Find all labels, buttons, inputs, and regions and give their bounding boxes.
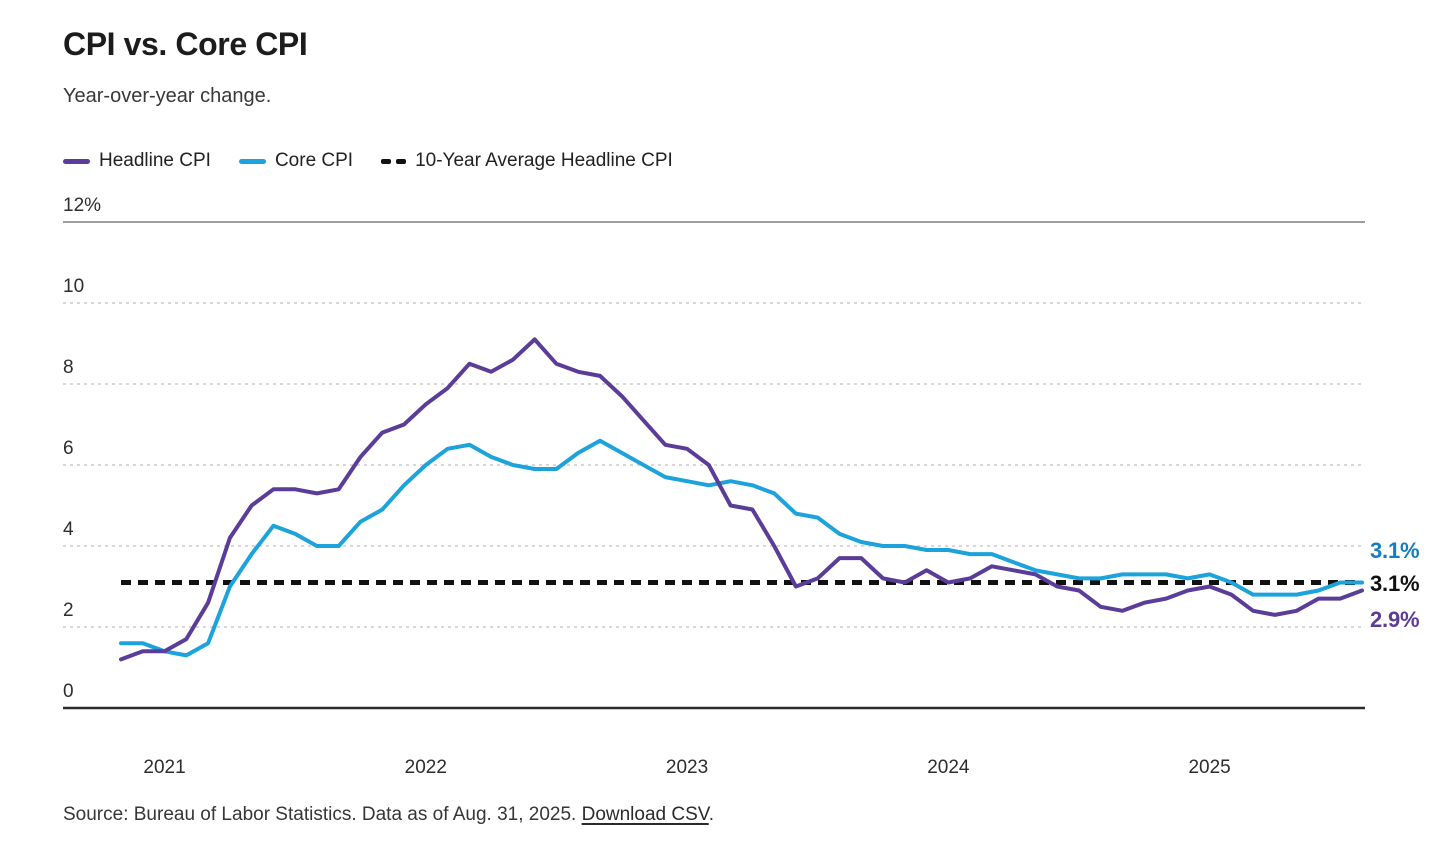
source-note: Source: Bureau of Labor Statistics. Data… (63, 804, 714, 826)
chart-subtitle: Year-over-year change. (63, 85, 272, 107)
legend-item-core-cpi: Core CPI (238, 150, 354, 172)
end-label-core: 3.1% (1370, 538, 1420, 563)
core-line-swatch-icon (238, 158, 266, 164)
x-axis-label: 2024 (927, 757, 970, 778)
y-axis-label: 12% (63, 195, 102, 216)
x-axis-label: 2022 (404, 757, 447, 778)
legend-item-10yr-average: 10-Year Average Headline CPI (381, 150, 673, 172)
source-text: Source: Bureau of Labor Statistics. Data… (63, 804, 582, 825)
end-label-headline: 2.9% (1370, 607, 1420, 632)
y-axis-label: 0 (63, 681, 74, 702)
y-axis-label: 2 (63, 600, 74, 621)
y-axis-label: 6 (63, 438, 74, 459)
download-csv-link[interactable]: Download CSV (581, 804, 709, 825)
headline-line-swatch-icon (63, 158, 90, 164)
x-axis-label: 2025 (1188, 757, 1231, 778)
end-label-average: 3.1% (1370, 571, 1420, 596)
legend-item-headline-cpi: Headline CPI (63, 150, 211, 172)
source-period: . (708, 804, 714, 825)
legend: Headline CPI Core CPI 10-Year Average He… (63, 150, 673, 172)
y-axis-label: 10 (63, 276, 85, 297)
legend-label-average: 10-Year Average Headline CPI (415, 150, 673, 171)
page-title: CPI vs. Core CPI (63, 26, 308, 62)
x-axis-label: 2023 (665, 757, 709, 778)
y-axis-label: 8 (63, 357, 74, 378)
legend-label-headline: Headline CPI (99, 150, 211, 171)
x-axis-label: 2021 (143, 757, 186, 778)
legend-label-core: Core CPI (274, 150, 354, 171)
dashed-line-swatch-icon (381, 158, 407, 164)
y-axis-label: 4 (63, 519, 74, 540)
